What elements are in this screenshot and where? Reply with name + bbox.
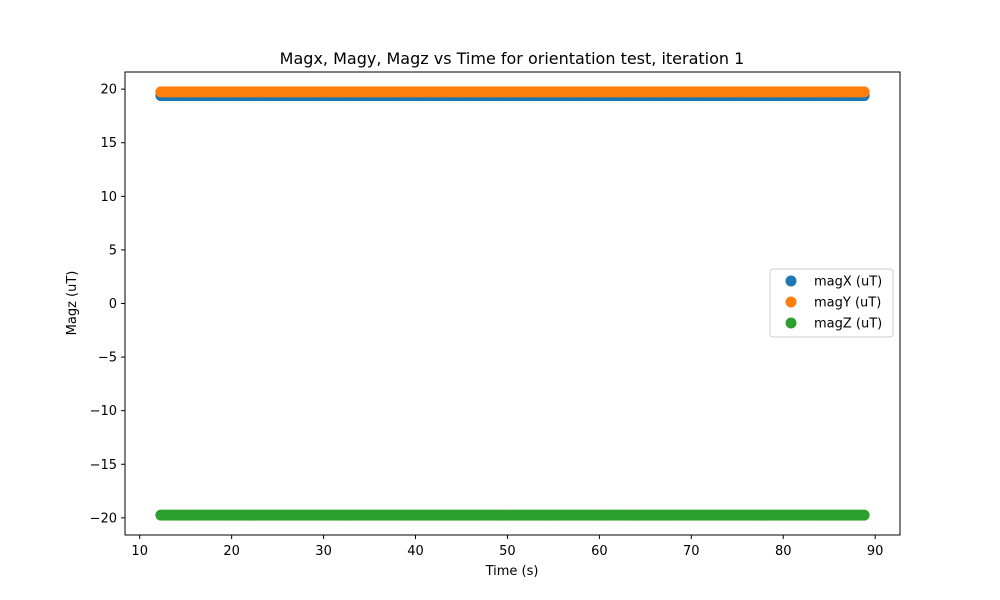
legend-label: magX (uT): [814, 275, 882, 290]
series-3-points: [155, 509, 870, 521]
plot-points: [155, 86, 870, 521]
legend-box: [769, 268, 894, 338]
y-tick-label: 15: [100, 136, 117, 151]
y-tick-label: 10: [100, 190, 117, 205]
data-point: [858, 509, 870, 521]
x-tick-label: 60: [591, 544, 608, 559]
y-tick-label: −10: [90, 404, 117, 419]
series-2-points: [155, 86, 870, 98]
chart-title: Magx, Magy, Magz vs Time for orientation…: [280, 49, 745, 68]
x-tick-label: 40: [407, 544, 424, 559]
y-tick-label: −5: [98, 351, 117, 366]
legend-marker: [785, 275, 797, 287]
x-tick-label: 70: [683, 544, 700, 559]
y-axis: −20 −15 −10 −5 0 5 10 15 20: [90, 83, 125, 526]
legend-marker: [785, 317, 797, 329]
x-tick-label: 20: [223, 544, 240, 559]
x-tick-label: 50: [499, 544, 516, 559]
y-tick-label: −15: [90, 458, 117, 473]
x-tick-label: 90: [867, 544, 884, 559]
x-axis: 10 20 30 40 50 60 70 80 90: [131, 535, 883, 559]
legend-label: magZ (uT): [814, 317, 882, 332]
x-tick-label: 30: [315, 544, 332, 559]
y-tick-label: 0: [109, 297, 117, 312]
y-tick-label: 5: [109, 243, 117, 258]
legend-marker: [785, 296, 797, 308]
y-axis-label: Magz (uT): [65, 271, 80, 336]
y-tick-label: −20: [90, 511, 117, 526]
y-tick-label: 20: [100, 83, 117, 98]
data-point: [858, 86, 870, 98]
legend: magX (uT) magY (uT) magZ (uT): [769, 268, 894, 338]
legend-label: magY (uT): [814, 296, 881, 311]
x-tick-label: 80: [775, 544, 792, 559]
x-axis-label: Time (s): [485, 564, 539, 579]
x-tick-label: 10: [131, 544, 148, 559]
